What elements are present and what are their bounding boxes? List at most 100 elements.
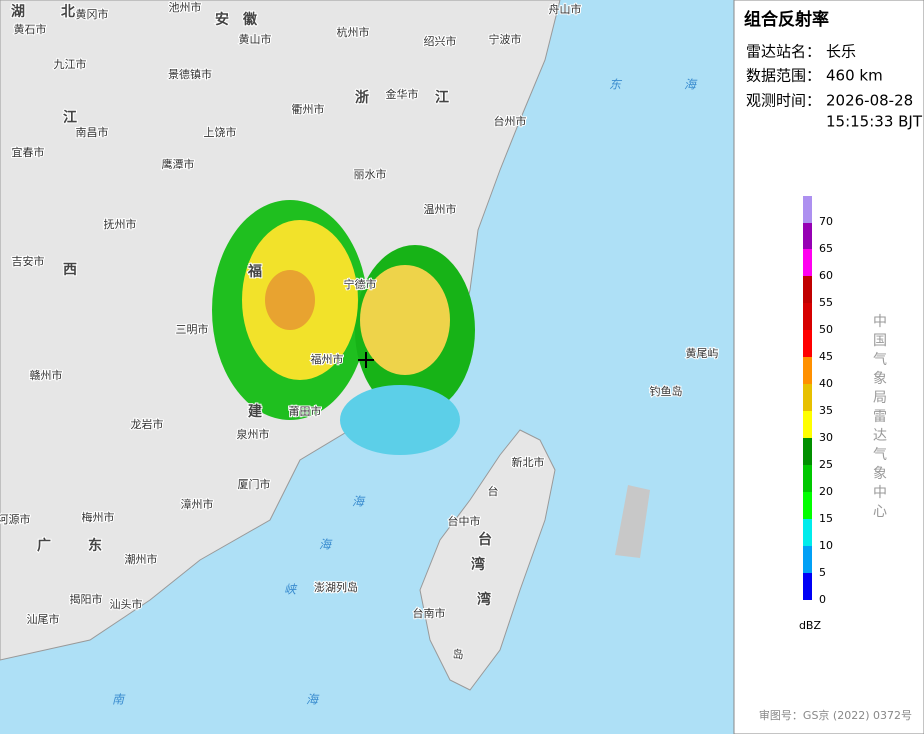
place-label: 南昌市	[76, 125, 109, 139]
place-label: 潮州市	[125, 552, 158, 566]
place-label: 台州市	[494, 114, 527, 128]
row-label: 雷达站名：	[746, 43, 821, 61]
legend-tick: 35	[819, 404, 833, 417]
place-label: 池州市	[169, 0, 202, 14]
place-label: 赣州市	[30, 368, 63, 382]
place-label: 福	[247, 263, 262, 280]
place-label: 台	[478, 531, 492, 548]
place-label: 上饶市	[204, 125, 237, 139]
place-label: 江	[63, 109, 77, 126]
place-label: 宁德市	[344, 277, 377, 291]
row-value: 460 km	[826, 67, 883, 85]
legend-swatch	[803, 249, 812, 276]
no-data-patch	[615, 485, 650, 558]
legend-tick: 45	[819, 350, 833, 363]
legend-swatch	[803, 357, 812, 384]
place-label: 湖	[11, 4, 25, 20]
panel-title: 组合反射率	[744, 9, 829, 30]
agency-char: 中	[873, 314, 887, 330]
place-label: 九江市	[54, 57, 87, 71]
legend-tick: 40	[819, 377, 833, 390]
place-label: 安	[215, 11, 229, 28]
legend-tick: 30	[819, 431, 833, 444]
legend-swatch	[803, 438, 812, 465]
place-label: 鹰潭市	[162, 157, 195, 171]
place-label: 抚州市	[104, 217, 137, 231]
place-label: 三明市	[176, 322, 209, 336]
agency-char: 中	[873, 485, 887, 501]
place-label: 景德镇市	[168, 67, 212, 81]
place-label: 建	[248, 403, 262, 420]
place-label: 黄冈市	[76, 7, 109, 21]
place-label: 黄山市	[239, 32, 272, 46]
place-label: 海	[352, 495, 366, 509]
legend-tick: 65	[819, 242, 833, 255]
place-label: 新北市	[512, 455, 545, 469]
radar-echo	[212, 200, 475, 455]
place-label: 绍兴市	[424, 34, 457, 48]
place-label: 汕尾市	[27, 612, 60, 626]
agency-char: 心	[873, 504, 887, 520]
legend-tick: 5	[819, 566, 826, 579]
place-label: 台中市	[448, 514, 481, 528]
legend-swatch	[803, 573, 812, 600]
place-label: 西	[63, 262, 77, 278]
place-label: 揭阳市	[70, 592, 103, 606]
place-label: 漳州市	[181, 497, 214, 511]
agency-char: 象	[873, 371, 887, 387]
row-label: 观测时间：	[746, 92, 821, 110]
legend-tick: 60	[819, 269, 833, 282]
legend-swatch	[803, 276, 812, 303]
place-label: 澎湖列岛	[314, 580, 358, 594]
echo	[265, 270, 315, 330]
legend-swatch	[803, 465, 812, 492]
row-value: 2026-08-28	[826, 92, 913, 110]
place-label: 海	[306, 693, 320, 707]
legend-unit: dBZ	[799, 619, 822, 632]
agency-char: 国	[873, 333, 887, 349]
place-label: 龙岩市	[131, 417, 164, 431]
row-value: 15:15:33 BJT	[826, 113, 923, 131]
place-label: 宁波市	[489, 32, 522, 46]
legend-swatch	[803, 222, 812, 249]
echo	[340, 385, 460, 455]
place-label: 湾	[471, 556, 485, 573]
panel: 组合反射率 雷达站名： 长乐 数据范围： 460 km 观测时间： 2026-0…	[733, 0, 924, 734]
place-label: 徽	[242, 11, 258, 28]
place-label: 莆田市	[289, 404, 322, 418]
legend-swatch	[803, 411, 812, 438]
place-label: 黄尾屿	[686, 346, 719, 360]
map: 湖 北黄冈市 池州市安 徽黄山市 杭州市绍兴市 宁波市 舟山市黄石市九江市景德镇市衢州市 浙 金…	[0, 0, 734, 734]
legend-swatch	[803, 384, 812, 411]
row-value: 长乐	[826, 43, 856, 61]
place-label: 金华市	[386, 87, 419, 101]
place-label: 浙	[355, 89, 369, 106]
panel-bg	[733, 0, 924, 734]
agency-char: 气	[873, 352, 887, 368]
agency-char: 局	[873, 390, 887, 406]
legend-tick: 50	[819, 323, 833, 336]
legend-tick: 0	[819, 593, 826, 606]
place-label: 舟山市	[549, 2, 582, 16]
place-label: 丽水市	[354, 167, 387, 181]
legend-tick: 55	[819, 296, 833, 309]
legend-swatch	[803, 519, 812, 546]
place-label: 广	[37, 537, 51, 554]
legend-tick: 70	[819, 215, 833, 228]
agency-char: 达	[873, 428, 887, 444]
legend-tick: 15	[819, 512, 833, 525]
place-label: 江	[435, 89, 449, 106]
place-label: 温州市	[424, 202, 457, 216]
place-label: 吉安市	[12, 254, 45, 268]
radar-site	[358, 352, 374, 368]
place-label: 黄石市	[14, 22, 47, 36]
place-label: 岛	[453, 647, 464, 661]
place-label: 台	[488, 484, 499, 498]
place-label: 北	[61, 4, 75, 20]
place-label: 厦门市	[238, 477, 271, 491]
legend-swatch	[803, 196, 812, 223]
legend-tick: 10	[819, 539, 833, 552]
place-label: 汕头市	[110, 597, 143, 611]
place-label: 南	[112, 693, 126, 707]
